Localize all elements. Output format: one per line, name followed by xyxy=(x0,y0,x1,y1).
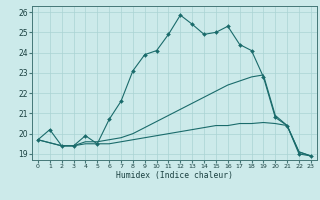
X-axis label: Humidex (Indice chaleur): Humidex (Indice chaleur) xyxy=(116,171,233,180)
